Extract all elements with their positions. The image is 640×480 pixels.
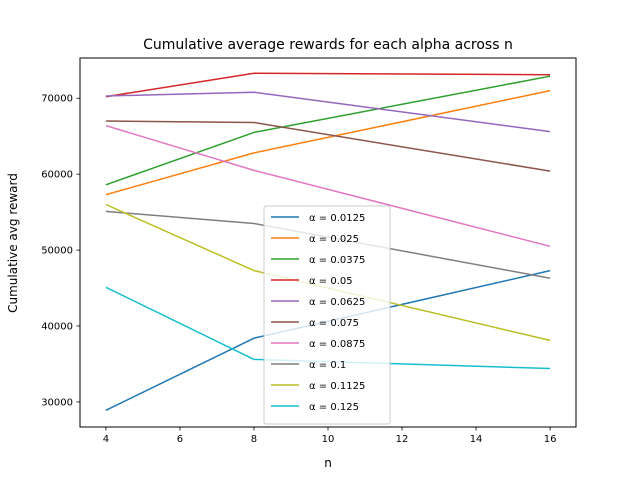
x-tick-label: 4 xyxy=(103,434,109,445)
y-axis-label: Cumulative avg reward xyxy=(6,173,20,313)
legend-label: α = 0.1125 xyxy=(309,381,365,392)
series-line-10 xyxy=(105,286,551,370)
x-tick-label: 12 xyxy=(396,434,409,445)
x-tick-label: 10 xyxy=(322,434,335,445)
legend-label: α = 0.0875 xyxy=(309,339,365,350)
legend-label: α = 0.025 xyxy=(309,234,359,245)
plot-lines xyxy=(105,72,551,411)
series-line-3 xyxy=(105,75,551,186)
series-line-2 xyxy=(105,89,551,196)
series-line-7 xyxy=(105,124,551,248)
series-line-9 xyxy=(105,203,551,342)
y-tick-label: 70000 xyxy=(41,94,73,105)
series-line-1 xyxy=(105,269,551,411)
legend-label: α = 0.075 xyxy=(309,318,359,329)
y-tick-label: 40000 xyxy=(41,322,73,333)
legend-box xyxy=(263,205,391,425)
chart-title: Cumulative average rewards for each alph… xyxy=(143,37,513,53)
legend-label: α = 0.125 xyxy=(309,402,359,413)
x-axis-label: n xyxy=(324,456,332,470)
y-axis-ticks: 30000 40000 50000 60000 70000 xyxy=(41,94,80,408)
legend-label: α = 0.05 xyxy=(309,276,353,287)
x-tick-label: 8 xyxy=(251,434,257,445)
series-line-6 xyxy=(105,120,551,172)
x-tick-label: 16 xyxy=(544,434,557,445)
y-tick-label: 50000 xyxy=(41,246,73,257)
x-tick-label: 14 xyxy=(470,434,483,445)
y-tick-label: 30000 xyxy=(41,397,73,408)
legend-label: α = 0.1 xyxy=(309,360,346,371)
series-line-8 xyxy=(105,210,551,279)
series-line-5 xyxy=(105,91,551,133)
legend: α = 0.0125 α = 0.025 α = 0.0375 α = 0.05 α =… xyxy=(263,205,391,425)
x-axis-ticks: 4 6 8 10 12 14 16 xyxy=(103,427,557,445)
x-tick-label: 6 xyxy=(177,434,183,445)
legend-label: α = 0.0375 xyxy=(309,255,365,266)
legend-label: α = 0.0625 xyxy=(309,297,365,308)
series-line-4 xyxy=(105,72,551,98)
legend-label: α = 0.0125 xyxy=(309,213,365,224)
y-tick-label: 60000 xyxy=(41,170,73,181)
